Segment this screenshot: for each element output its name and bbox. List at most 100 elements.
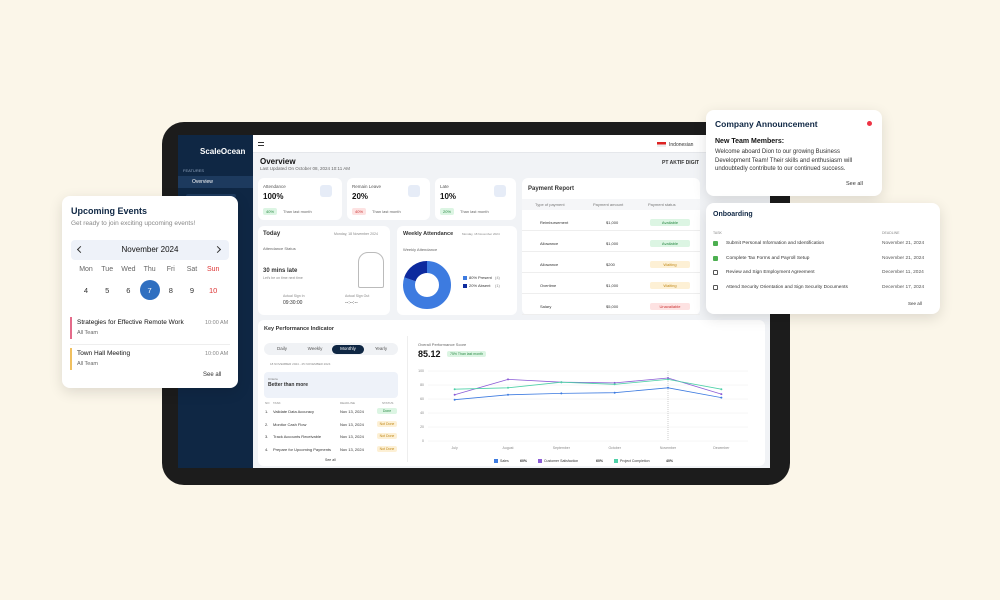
announcement-title: Company Announcement xyxy=(715,119,818,129)
tab[interactable]: Monthly xyxy=(340,346,356,351)
y-tick-label: 80 xyxy=(420,383,424,387)
checkbox[interactable] xyxy=(713,270,718,275)
onboarding-task: Submit Personal Information and Identifi… xyxy=(726,241,825,246)
stat-note: Than last month xyxy=(372,209,401,214)
legend-name: Customer Satisfaction xyxy=(544,458,579,463)
row-divider xyxy=(522,314,700,315)
language[interactable]: Indonesian xyxy=(669,142,694,148)
legend-name: Absent xyxy=(478,283,491,288)
task-column: STATUS xyxy=(382,401,394,405)
day[interactable]: 4 xyxy=(83,286,89,295)
sign-in: 09:30:00 xyxy=(283,300,303,306)
legend-swatch xyxy=(463,284,467,288)
event-audience: All Team xyxy=(77,361,98,367)
legend-count: (4) xyxy=(495,275,500,280)
tab[interactable]: Weekly xyxy=(307,346,323,351)
point xyxy=(453,398,456,401)
task-name: Track Accounts Receivable xyxy=(273,434,322,439)
payment-type: Reimbursement xyxy=(540,220,569,225)
event-time: 10:00 AM xyxy=(205,320,229,326)
task-no: 2. xyxy=(265,421,269,427)
payment-amount: $5,000 xyxy=(606,304,619,309)
onboarding-task: Complete Tax Forms and Payroll Setup xyxy=(726,255,810,261)
payment-amount: $200 xyxy=(606,262,615,267)
payment-status: Waiting xyxy=(650,261,690,268)
legend-swatch xyxy=(538,459,542,463)
payment-column: Type of payment xyxy=(535,202,565,207)
y-tick-label: 100 xyxy=(418,369,424,373)
stat-delta: 40% xyxy=(263,208,278,215)
kpi-divider xyxy=(407,336,408,462)
legend-share: 60% xyxy=(520,458,528,463)
legend-name: Project Completion xyxy=(620,458,650,463)
payment-type: Allowance xyxy=(540,262,559,267)
point xyxy=(720,388,723,391)
point xyxy=(507,386,509,389)
legend-value: 80% xyxy=(469,275,478,280)
stat-icon xyxy=(320,185,332,197)
kpi-see-all[interactable]: See all xyxy=(325,458,336,462)
stat-label: Remain Leave xyxy=(352,184,382,189)
task-status: Not Done xyxy=(377,433,397,439)
chart: 0 20 40 60 80 100 July August September October No… xyxy=(418,369,748,450)
kpi-title: Key Performance Indicator xyxy=(264,326,334,332)
sign-out: --:--:-- xyxy=(345,300,358,306)
last-updated: Last Updated On October 08, 2024 10:11 A… xyxy=(260,166,350,171)
day[interactable]: 9 xyxy=(189,286,195,295)
task-column: NO xyxy=(265,401,270,405)
sign-out-label: Actual Sign Out xyxy=(345,294,370,298)
onboarding-deadline: November 21, 2024 xyxy=(882,255,925,261)
payment-type: Salary xyxy=(540,304,552,309)
day[interactable]: 8 xyxy=(168,286,173,295)
task-status: Done xyxy=(377,408,397,414)
payment-type: Allowance xyxy=(540,241,559,246)
legend-count: (1) xyxy=(495,283,500,288)
weekly-title: Weekly Attendance xyxy=(403,231,454,237)
status-dot xyxy=(867,121,872,126)
onboarding-deadline: December 11, 2024 xyxy=(882,270,924,275)
y-tick-label: 60 xyxy=(420,397,424,401)
tab[interactable]: Daily xyxy=(276,346,287,351)
weekday: Mon xyxy=(79,266,93,273)
point xyxy=(507,378,509,381)
event-title: Town Hall Meeting xyxy=(77,350,131,357)
y-tick-label: 0 xyxy=(422,439,424,443)
onboarding-card xyxy=(706,203,940,314)
calendar-header xyxy=(71,240,229,260)
day[interactable]: 5 xyxy=(105,286,110,295)
chart xyxy=(403,261,451,309)
day[interactable]: 10 xyxy=(209,286,218,295)
checkbox[interactable] xyxy=(713,284,718,290)
legend-value: 20% xyxy=(469,283,478,288)
weekly-date: Monday, 18 November 2024 xyxy=(462,232,500,236)
illustration xyxy=(358,252,384,288)
sidebar-active xyxy=(178,176,253,188)
legend-swatch xyxy=(463,276,467,280)
weekday: Wed xyxy=(121,266,136,273)
task-deadline: Nov 13, 2024 xyxy=(340,409,364,414)
payment-type: Overtime xyxy=(540,283,557,288)
donut-slice xyxy=(403,261,451,309)
sidebar-item[interactable]: Overview xyxy=(192,179,213,185)
announcement-see-all[interactable]: See all xyxy=(846,181,863,187)
point xyxy=(720,396,723,399)
point xyxy=(613,383,616,386)
stat-note: Than last month xyxy=(283,209,312,214)
topbar xyxy=(253,135,770,153)
day[interactable]: 6 xyxy=(126,286,131,295)
checkbox[interactable] xyxy=(713,255,718,261)
checkbox[interactable] xyxy=(713,241,718,246)
series-line xyxy=(454,377,722,396)
brand: ScaleOcean xyxy=(200,147,246,156)
day[interactable]: 7 xyxy=(147,286,152,295)
status: 30 mins late xyxy=(263,268,298,274)
payment-status: Waiting xyxy=(650,282,690,289)
calendar-month: November 2024 xyxy=(121,245,179,254)
events-see-all[interactable]: See all xyxy=(203,372,222,378)
point xyxy=(453,393,456,396)
tab[interactable]: Yearly xyxy=(374,346,388,351)
stat-icon xyxy=(494,185,506,197)
today-date: Monday, 18 November 2024 xyxy=(334,232,378,236)
onboarding-see-all[interactable]: See all xyxy=(908,301,922,306)
